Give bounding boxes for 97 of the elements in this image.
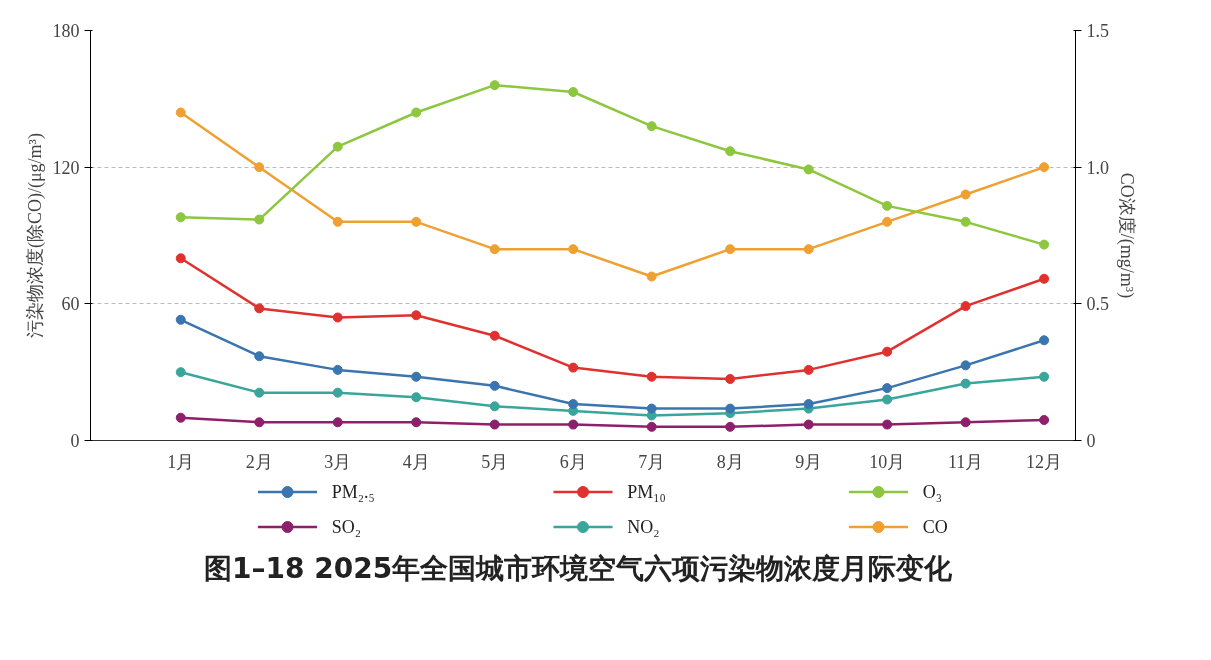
point [489, 380, 500, 391]
point [960, 360, 971, 371]
point [175, 412, 186, 423]
point [411, 216, 422, 227]
x-tick-label: 6月 [559, 451, 587, 472]
point [960, 301, 971, 312]
point [960, 216, 971, 227]
point [882, 346, 893, 357]
legend-label: PM₁₀ [627, 482, 666, 502]
point [960, 378, 971, 389]
y2-tick-label: 1.5 [1086, 21, 1109, 41]
point [725, 146, 736, 157]
point [411, 371, 422, 382]
y2-tick-label: 1.0 [1086, 157, 1109, 178]
point [1039, 371, 1050, 382]
y2-tick-label: 0 [1086, 431, 1096, 451]
x-tick-label: 9月 [795, 451, 823, 472]
point [568, 87, 579, 97]
legend-label: SO₂ [331, 517, 362, 537]
point [489, 419, 500, 430]
point [175, 314, 186, 325]
point [332, 141, 343, 152]
point [489, 244, 500, 255]
x-tick-label: 5月 [481, 451, 509, 472]
point [803, 419, 814, 430]
point [568, 419, 579, 430]
point [882, 394, 893, 405]
x-tick-label: 1月 [167, 451, 195, 472]
x-tick-label: 8月 [716, 451, 744, 472]
point [803, 164, 814, 175]
point [1039, 335, 1050, 346]
point [568, 399, 579, 410]
point [332, 417, 343, 428]
point [332, 312, 343, 323]
x-tick-label: 11月 [947, 451, 984, 472]
y2-axis-title: CO浓度/(mg/m³) [1116, 172, 1137, 299]
y2-tick-label: 0.5 [1086, 294, 1109, 315]
point [803, 399, 814, 410]
point [960, 189, 971, 200]
point [882, 216, 893, 227]
point [1039, 162, 1050, 173]
point [254, 162, 265, 173]
x-tick-label: 12月 [1026, 451, 1063, 472]
legend-label: O₃ [922, 482, 943, 502]
point [646, 371, 657, 382]
point [254, 351, 265, 362]
point [175, 367, 186, 378]
x-tick-label: 4月 [402, 451, 430, 472]
y-tick-label: 60 [61, 294, 80, 315]
point [489, 401, 500, 412]
point [725, 374, 736, 384]
point [725, 244, 736, 255]
point [725, 421, 736, 432]
point [411, 417, 422, 428]
point [411, 392, 422, 403]
point [646, 403, 657, 414]
point [332, 364, 343, 375]
y-tick-label: 120 [52, 157, 80, 178]
point [568, 244, 579, 255]
point [803, 364, 814, 375]
point [568, 362, 579, 373]
point [175, 212, 186, 223]
point [1039, 273, 1050, 284]
point [882, 383, 893, 394]
point [175, 107, 186, 118]
x-tick-label: 7月 [638, 451, 666, 472]
point [332, 216, 343, 227]
point [411, 107, 422, 118]
point [175, 253, 186, 264]
point [646, 421, 657, 432]
point [254, 303, 265, 314]
point [254, 214, 265, 225]
legend-label: CO [922, 517, 948, 537]
point [725, 403, 736, 414]
legend-label: NO₂ [627, 517, 660, 537]
text: 图1–18 2025年全国城市环境空气六项污染物浓度月际变化 [204, 551, 954, 585]
x-tick-label: 3月 [324, 451, 352, 472]
point [1039, 415, 1050, 425]
point [803, 244, 814, 255]
y-tick-label: 180 [52, 21, 80, 41]
point [882, 419, 893, 430]
x-tick-label: 10月 [869, 451, 906, 472]
legend-label: PM₂.₅ [331, 482, 375, 502]
point [411, 310, 422, 321]
point [332, 387, 343, 398]
x-tick-label: 2月 [245, 451, 273, 472]
point [960, 417, 971, 428]
point [489, 80, 500, 91]
point [1039, 239, 1050, 250]
point [646, 271, 657, 282]
y-axis-title: 污染物浓度(除CO)/(μg/m³) [24, 132, 46, 339]
y-tick-label: 0 [70, 431, 80, 451]
point [254, 387, 265, 398]
point [254, 417, 265, 428]
point [882, 200, 893, 211]
point [489, 330, 500, 341]
point [646, 121, 657, 132]
